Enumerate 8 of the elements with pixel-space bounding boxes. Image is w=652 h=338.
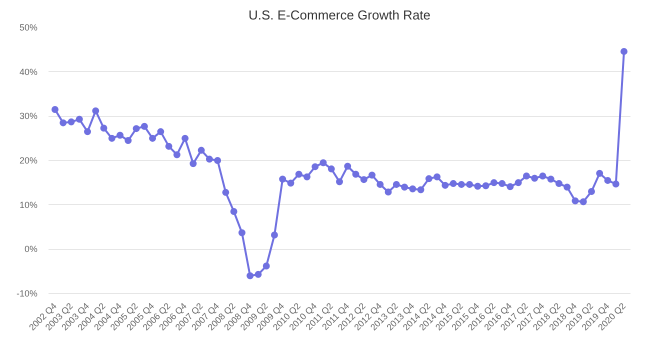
y-tick-label: 20% (19, 156, 38, 166)
y-tick-label: 10% (19, 200, 38, 210)
y-tick-label: 30% (19, 111, 38, 122)
chart-title: U.S. E-Commerce Growth Rate (248, 8, 431, 22)
y-tick-label: 50% (19, 22, 38, 32)
y-tick-label: 40% (19, 66, 38, 77)
y-tick-label: 0% (24, 244, 38, 254)
y-tick-label: -10% (16, 288, 38, 298)
